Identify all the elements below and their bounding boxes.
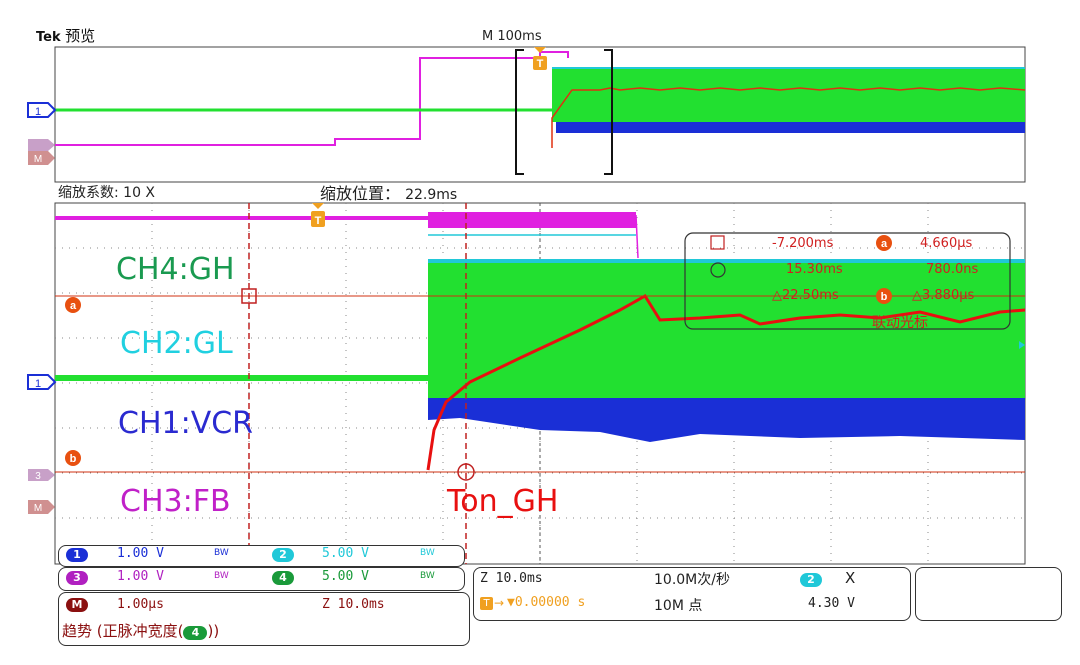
zoom-bracket-right	[604, 49, 613, 175]
math-trend-label: 趋势 (正脉冲宽度(4))	[62, 622, 220, 640]
ch1-label: CH1:VCR	[118, 406, 254, 441]
overview-ch1-block	[556, 122, 1025, 133]
zoom-bracket-left	[515, 49, 524, 175]
math-scale: 1.00µs	[117, 597, 164, 612]
zoom-ch3-marker[interactable]	[28, 469, 55, 481]
ch3-bw-icon: BW	[214, 571, 229, 581]
ch2-scale: 5.00 V	[322, 546, 369, 561]
overview-ch1-marker-label: 1	[35, 106, 41, 118]
readout-r3-a: △22.50ms	[772, 288, 839, 303]
ch3-ch4-status-box[interactable]	[58, 567, 465, 591]
ch3-scale: 1.00 V	[117, 569, 164, 584]
zoom-ch3-trace-high	[428, 212, 636, 228]
zoom-position-label: 缩放位置： 22.9ms	[320, 184, 458, 203]
ch4-bw-icon: BW	[420, 571, 435, 581]
ch4-label: CH4:GH	[116, 252, 235, 287]
overview-math-marker-label: M	[34, 154, 42, 165]
ch1-scale: 1.00 V	[117, 546, 164, 561]
acq-trigger-icon: T	[480, 597, 493, 610]
acq-record-length: 10M 点	[654, 598, 703, 614]
readout-a-icon-label: a	[881, 238, 888, 250]
zoom-trigger-arrow	[312, 203, 324, 209]
timebase-label: M 100ms	[482, 29, 542, 44]
acquisition-status-box[interactable]	[473, 567, 911, 621]
zoom-math-marker-label: M	[34, 503, 42, 514]
zoom-factor-label: 缩放系数: 10 X	[58, 185, 156, 201]
ch4-badge[interactable]: 4	[272, 571, 294, 585]
readout-r2-a: 15.30ms	[786, 262, 843, 277]
overview-ch3-trace	[55, 51, 569, 146]
zoom-ch3-fall	[635, 214, 639, 259]
zoom-grid	[55, 203, 1025, 564]
cursor-b-marker[interactable]	[65, 450, 81, 466]
math-zoom: Z 10.0ms	[322, 597, 385, 612]
ch1-badge[interactable]: 1	[66, 548, 88, 562]
overview-trigger-label: T	[537, 58, 544, 70]
cursor-a-marker-label: a	[70, 300, 77, 312]
zoom-math-trace	[426, 293, 1026, 471]
overview-ch3-marker[interactable]	[28, 139, 55, 151]
readout-r3-b: △3.880µs	[912, 288, 975, 303]
math-trend-ch4-badge: 4	[183, 626, 208, 640]
overview-ch1-marker[interactable]	[27, 102, 57, 118]
trigger-level: 4.30 V	[808, 596, 855, 611]
readout-square-icon	[710, 235, 725, 250]
ch1-bw-icon: BW	[214, 548, 229, 558]
ch4-scale: 5.00 V	[322, 569, 369, 584]
acq-trigger-position: ▼0.00000 s	[507, 595, 586, 610]
overview-math-marker[interactable]	[28, 151, 55, 165]
cursor-a-marker[interactable]	[65, 297, 81, 313]
overview-trigger-arrow	[534, 47, 546, 53]
zoom-ch1-marker[interactable]	[27, 374, 57, 390]
cursor-readout-box[interactable]	[684, 232, 1011, 330]
math-status-box[interactable]	[58, 592, 470, 646]
linked-cursors-label: 联动光标	[872, 315, 928, 331]
overview-trigger-marker[interactable]	[533, 56, 547, 70]
zoom-trigger-label: T	[315, 215, 322, 227]
trigger-slope-icon: X	[845, 569, 856, 587]
readout-r2-b: 780.0ns	[926, 262, 979, 277]
readout-b-icon	[876, 288, 892, 304]
ton-annotation: Ton_GH	[447, 484, 559, 519]
ch1-ch2-status-box[interactable]	[58, 545, 465, 567]
brand-label: Tek 预览	[36, 27, 96, 45]
empty-status-box[interactable]	[915, 567, 1062, 621]
math-badge[interactable]: M	[66, 598, 88, 612]
mode-label: 预览	[65, 27, 96, 45]
zoom-ch1-marker-label: 1	[35, 378, 41, 390]
zoom-ch3-marker-label: 3	[35, 471, 41, 482]
zoom-math-marker[interactable]	[28, 500, 55, 514]
ch2-badge[interactable]: 2	[272, 548, 294, 562]
ch2-bw-icon: BW	[420, 548, 435, 558]
cursor-v2-circle-marker[interactable]	[457, 463, 475, 481]
zoom-ch1-block	[428, 398, 1025, 442]
readout-circle-icon	[710, 262, 726, 278]
ch2-label: CH2:GL	[120, 326, 233, 361]
zoom-ch4-block	[428, 262, 1025, 402]
readout-r1-b: 4.660µs	[920, 236, 973, 251]
trigger-source-badge[interactable]: 2	[800, 573, 822, 587]
readout-r1-a: -7.200ms	[772, 236, 834, 251]
zoom-position-value: 22.9ms	[405, 187, 458, 203]
ch3-label: CH3:FB	[120, 484, 231, 519]
acq-zoom: Z 10.0ms	[480, 571, 543, 586]
cursor-v1-square-marker[interactable]	[241, 288, 257, 304]
cursor-b-marker-label: b	[70, 453, 77, 465]
ch3-badge[interactable]: 3	[66, 571, 88, 585]
acq-arrow-icon: →	[494, 596, 505, 610]
overview-ch4-block	[552, 68, 1025, 122]
zoom-ch2-right-marker	[1019, 341, 1025, 349]
readout-a-icon	[876, 235, 892, 251]
readout-b-icon-label: b	[881, 291, 888, 303]
zoom-trigger-marker[interactable]	[311, 211, 325, 227]
acq-sample-rate: 10.0M次/秒	[654, 572, 730, 588]
